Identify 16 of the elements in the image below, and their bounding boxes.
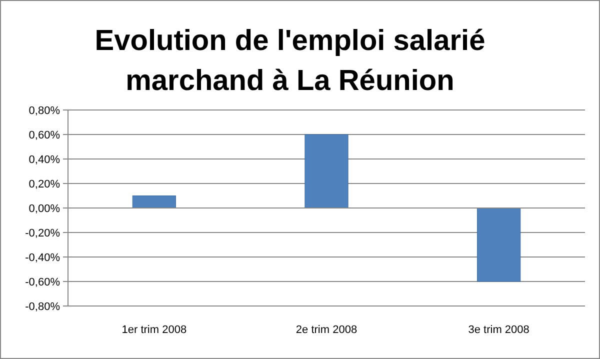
bar <box>132 196 176 208</box>
chart-title: Evolution de l'emploi salarié marchand à La Réunion <box>94 25 486 97</box>
y-tick-label: -0,20% <box>25 227 60 240</box>
bar <box>304 134 348 208</box>
x-tick-label: 2e trim 2008 <box>296 324 358 336</box>
y-tick-label: -0,40% <box>25 252 60 264</box>
y-tick-label: 0,00% <box>28 202 60 215</box>
y-tick-label: 0,60% <box>28 129 60 142</box>
y-tick-label: -0,80% <box>25 300 60 313</box>
x-tick-label: 3e trim 2008 <box>468 324 530 336</box>
y-tick-label: -0,60% <box>25 276 60 288</box>
bar <box>477 208 521 282</box>
y-tick-label: 0,40% <box>28 154 60 166</box>
y-tick-label: 0,20% <box>28 178 60 190</box>
x-tick-label: 1er trim 2008 <box>122 324 187 336</box>
y-tick-label: 0,80% <box>28 104 60 117</box>
